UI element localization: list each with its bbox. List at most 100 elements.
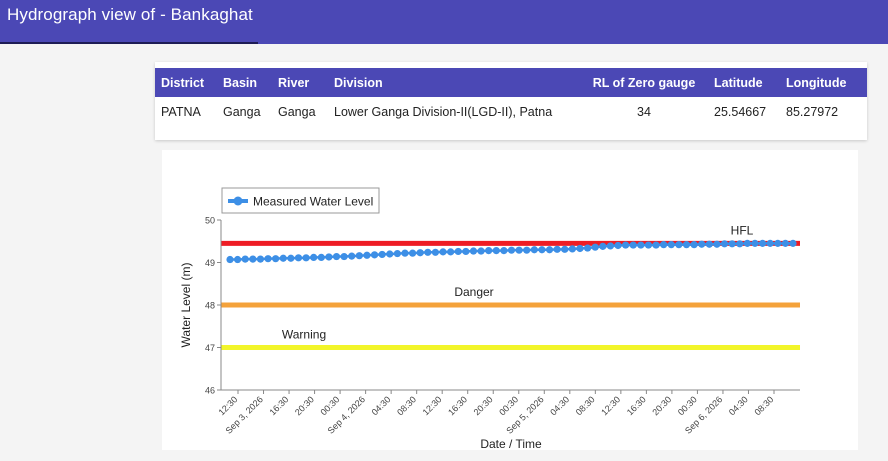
data-point[interactable] bbox=[728, 240, 736, 248]
data-point[interactable] bbox=[629, 241, 637, 249]
x-tick-label: 00:30 bbox=[676, 394, 699, 417]
data-point[interactable] bbox=[378, 250, 386, 259]
data-point[interactable] bbox=[332, 252, 341, 261]
data-point[interactable] bbox=[317, 253, 325, 261]
page-title: Hydrograph view of - Bankaghat bbox=[7, 5, 253, 24]
data-point[interactable] bbox=[583, 244, 592, 252]
data-point[interactable] bbox=[348, 252, 356, 260]
data-point[interactable] bbox=[660, 241, 668, 249]
legend-box bbox=[221, 187, 380, 214]
data-point[interactable] bbox=[736, 240, 744, 248]
legend[interactable]: Measured Water Level bbox=[221, 187, 380, 214]
data-point[interactable] bbox=[553, 245, 561, 253]
table-row: PATNA Ganga Ganga Lower Ganga Division-I… bbox=[155, 97, 867, 126]
data-point[interactable] bbox=[781, 239, 789, 247]
data-point[interactable] bbox=[774, 239, 782, 247]
data-point[interactable] bbox=[462, 247, 470, 256]
data-point[interactable] bbox=[667, 241, 675, 249]
y-tick-label: 50 bbox=[205, 216, 215, 226]
x-tick-label: 16:30 bbox=[625, 394, 648, 417]
cell-river: Ganga bbox=[278, 104, 316, 119]
data-point[interactable] bbox=[370, 251, 379, 259]
col-latitude: Latitude bbox=[708, 68, 780, 97]
col-basin: Basin bbox=[217, 68, 272, 97]
data-point[interactable] bbox=[789, 239, 797, 247]
data-point[interactable] bbox=[249, 255, 257, 263]
data-point[interactable] bbox=[363, 251, 371, 259]
x-tick-label: 08:30 bbox=[395, 394, 418, 417]
data-point[interactable] bbox=[606, 242, 615, 250]
data-point[interactable] bbox=[500, 247, 508, 255]
data-point[interactable] bbox=[530, 246, 538, 254]
data-point[interactable] bbox=[408, 249, 417, 257]
data-point[interactable] bbox=[766, 239, 774, 247]
data-point[interactable] bbox=[234, 255, 242, 264]
data-point[interactable] bbox=[591, 243, 599, 251]
data-point[interactable] bbox=[743, 239, 751, 247]
cell-latitude: 25.54667 bbox=[714, 104, 767, 119]
data-point[interactable] bbox=[622, 241, 630, 249]
reference-label-hfl: HFL bbox=[731, 223, 754, 237]
data-point[interactable] bbox=[294, 254, 303, 262]
data-point[interactable] bbox=[538, 246, 546, 254]
data-point[interactable] bbox=[507, 246, 516, 254]
x-tick-label: 20:30 bbox=[650, 394, 673, 417]
data-point[interactable] bbox=[431, 248, 440, 256]
data-point[interactable] bbox=[310, 253, 318, 261]
data-point[interactable] bbox=[393, 249, 401, 258]
data-point[interactable] bbox=[713, 240, 721, 248]
data-point[interactable] bbox=[401, 249, 409, 257]
data-point[interactable] bbox=[568, 245, 576, 253]
data-point[interactable] bbox=[751, 239, 759, 247]
data-point[interactable] bbox=[355, 252, 363, 260]
reference-label-warning: Warning bbox=[282, 328, 326, 342]
data-point[interactable] bbox=[287, 254, 295, 262]
data-point[interactable] bbox=[416, 249, 424, 257]
x-tick-label: 04:30 bbox=[370, 394, 393, 417]
data-point[interactable] bbox=[614, 241, 622, 250]
data-point[interactable] bbox=[256, 255, 265, 263]
x-tick-label: 20:30 bbox=[293, 394, 316, 417]
data-point[interactable] bbox=[485, 247, 493, 255]
data-point[interactable] bbox=[720, 240, 729, 248]
data-point[interactable] bbox=[523, 246, 531, 254]
data-point[interactable] bbox=[340, 252, 348, 261]
data-point[interactable] bbox=[272, 255, 280, 263]
x-tick-label: 00:30 bbox=[319, 394, 342, 417]
data-point[interactable] bbox=[515, 246, 523, 254]
data-point[interactable] bbox=[226, 255, 234, 264]
data-point[interactable] bbox=[599, 242, 607, 250]
data-point[interactable] bbox=[705, 240, 713, 248]
data-point[interactable] bbox=[325, 253, 333, 261]
data-point[interactable] bbox=[386, 250, 394, 258]
data-point[interactable] bbox=[637, 241, 645, 249]
x-tick-label: 08:30 bbox=[574, 394, 597, 417]
data-point[interactable] bbox=[279, 254, 287, 262]
data-point[interactable] bbox=[675, 241, 683, 249]
x-tick-label: 16:30 bbox=[267, 394, 290, 417]
data-point[interactable] bbox=[682, 241, 691, 249]
data-point[interactable] bbox=[302, 254, 310, 262]
data-point[interactable] bbox=[545, 246, 554, 254]
cell-district: PATNA bbox=[161, 104, 201, 119]
data-point[interactable] bbox=[576, 244, 584, 253]
data-point[interactable] bbox=[690, 241, 698, 249]
y-tick-label: 46 bbox=[205, 386, 215, 396]
data-point[interactable] bbox=[454, 247, 462, 256]
data-point[interactable] bbox=[447, 248, 455, 256]
data-point[interactable] bbox=[241, 255, 249, 263]
data-point[interactable] bbox=[492, 247, 500, 255]
data-point[interactable] bbox=[698, 240, 706, 248]
data-point[interactable] bbox=[469, 247, 478, 255]
data-point[interactable] bbox=[758, 239, 767, 247]
title-underline bbox=[0, 42, 258, 44]
series-measured-water-level[interactable] bbox=[226, 239, 797, 264]
data-point[interactable] bbox=[652, 241, 660, 249]
data-point[interactable] bbox=[644, 241, 653, 249]
data-point[interactable] bbox=[424, 248, 432, 256]
data-point[interactable] bbox=[477, 247, 485, 255]
data-point[interactable] bbox=[264, 255, 272, 263]
data-point[interactable] bbox=[561, 245, 569, 253]
data-point[interactable] bbox=[439, 248, 447, 256]
cell-division: Lower Ganga Division-II(LGD-II), Patna bbox=[334, 104, 553, 119]
